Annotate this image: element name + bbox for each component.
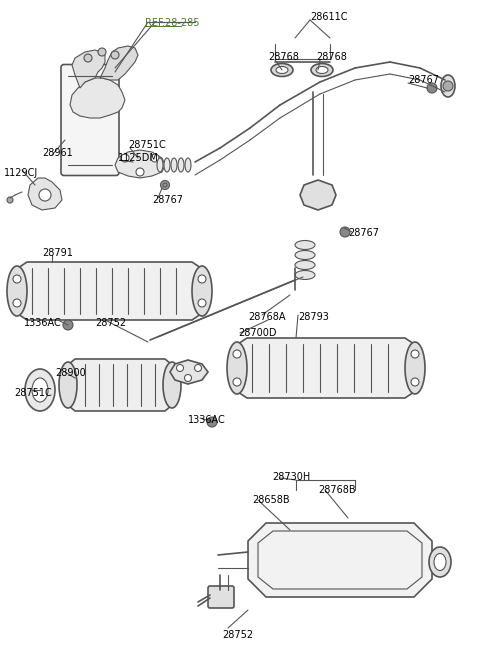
Circle shape (340, 227, 350, 237)
Text: 28791: 28791 (42, 248, 73, 258)
FancyBboxPatch shape (61, 64, 119, 176)
Text: 28768A: 28768A (248, 312, 286, 322)
Circle shape (177, 365, 183, 371)
Polygon shape (300, 180, 336, 210)
Circle shape (13, 275, 21, 283)
Circle shape (411, 378, 419, 386)
Circle shape (111, 51, 119, 59)
Text: 28793: 28793 (298, 312, 329, 322)
Ellipse shape (271, 64, 293, 77)
Circle shape (7, 197, 13, 203)
Ellipse shape (441, 75, 455, 97)
Ellipse shape (295, 260, 315, 270)
Ellipse shape (171, 158, 177, 172)
Text: 1336AC: 1336AC (188, 415, 226, 425)
Polygon shape (72, 50, 105, 88)
Ellipse shape (192, 266, 212, 316)
Text: REF.28-285: REF.28-285 (145, 18, 200, 28)
Circle shape (63, 320, 73, 330)
Circle shape (184, 375, 192, 382)
Text: 1336AC: 1336AC (24, 318, 62, 328)
Polygon shape (115, 150, 165, 178)
Polygon shape (232, 338, 420, 398)
Ellipse shape (227, 342, 247, 394)
Text: 28658B: 28658B (252, 495, 289, 505)
Circle shape (233, 378, 241, 386)
Circle shape (198, 299, 206, 307)
Polygon shape (70, 78, 125, 118)
Circle shape (39, 189, 51, 201)
Polygon shape (100, 46, 138, 80)
Circle shape (121, 154, 129, 162)
Polygon shape (63, 359, 177, 411)
Text: 28767: 28767 (408, 75, 439, 85)
Ellipse shape (429, 547, 451, 577)
Ellipse shape (316, 66, 328, 73)
Ellipse shape (185, 158, 191, 172)
Ellipse shape (163, 362, 181, 408)
Ellipse shape (295, 251, 315, 260)
Circle shape (160, 180, 169, 190)
Polygon shape (170, 360, 208, 384)
Circle shape (233, 350, 241, 358)
Circle shape (151, 154, 159, 162)
Text: 28752: 28752 (222, 630, 253, 640)
Text: 28767: 28767 (152, 195, 183, 205)
Circle shape (427, 83, 437, 93)
Ellipse shape (434, 554, 446, 571)
Text: 28961: 28961 (42, 148, 73, 158)
Circle shape (98, 48, 106, 56)
Ellipse shape (32, 378, 48, 402)
Text: 1129CJ: 1129CJ (4, 168, 38, 178)
Circle shape (411, 350, 419, 358)
FancyBboxPatch shape (208, 586, 234, 608)
Ellipse shape (157, 158, 163, 172)
Ellipse shape (311, 64, 333, 77)
Text: 28768B: 28768B (318, 485, 356, 495)
Text: 28751C: 28751C (128, 140, 166, 150)
Ellipse shape (405, 342, 425, 394)
Text: 28752: 28752 (95, 318, 126, 328)
Text: 28751C: 28751C (14, 388, 52, 398)
Circle shape (198, 275, 206, 283)
Text: 28900: 28900 (55, 368, 86, 378)
Text: 1125DM: 1125DM (118, 153, 159, 163)
Ellipse shape (7, 266, 27, 316)
Circle shape (207, 417, 217, 427)
Text: 28730H: 28730H (272, 472, 310, 482)
Circle shape (84, 54, 92, 62)
Text: 28768: 28768 (316, 52, 347, 62)
Circle shape (163, 183, 167, 187)
Polygon shape (248, 523, 432, 597)
Text: 28767: 28767 (348, 228, 379, 238)
Ellipse shape (59, 362, 77, 408)
Text: 28768: 28768 (268, 52, 299, 62)
Ellipse shape (295, 241, 315, 249)
Circle shape (13, 299, 21, 307)
Text: 28611C: 28611C (310, 12, 348, 22)
Polygon shape (12, 262, 207, 320)
Circle shape (194, 365, 202, 371)
Ellipse shape (295, 270, 315, 279)
Ellipse shape (164, 158, 170, 172)
Polygon shape (28, 178, 62, 210)
Ellipse shape (25, 369, 55, 411)
Circle shape (136, 168, 144, 176)
Text: 28700D: 28700D (238, 328, 276, 338)
Ellipse shape (276, 66, 288, 73)
Circle shape (443, 81, 453, 91)
Ellipse shape (178, 158, 184, 172)
